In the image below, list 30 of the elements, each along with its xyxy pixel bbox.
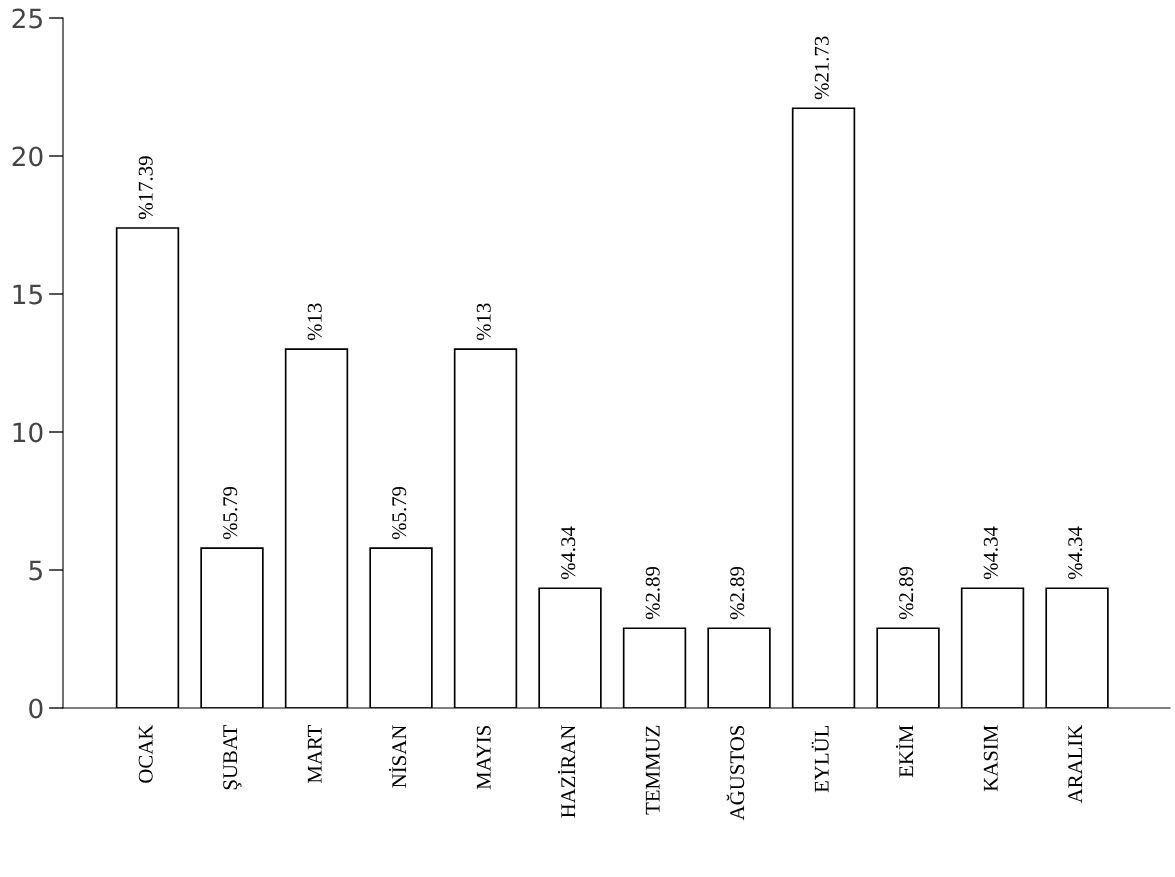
- x-tick-label: NİSAN: [388, 725, 407, 788]
- y-tick-label: 10: [13, 422, 43, 443]
- data-label: %17.39: [138, 156, 153, 219]
- x-tick-label: EYLÜL: [811, 725, 829, 793]
- data-label: %4.34: [561, 526, 576, 580]
- x-tick-label: OCAK: [138, 724, 153, 783]
- x-tick-label: HAZİRAN: [557, 725, 576, 818]
- data-label: %21.73: [814, 36, 829, 100]
- data-label: %4.34: [1068, 526, 1083, 580]
- data-label: %4.34: [983, 526, 998, 580]
- data-label: %13: [476, 303, 491, 341]
- y-tick-label: 20: [12, 146, 43, 167]
- x-tick-label: EKİM: [895, 725, 914, 778]
- x-tick-label: ŞUBAT: [223, 725, 242, 790]
- x-tick-label: AĞUSTOS: [726, 725, 745, 821]
- y-tick-label: 15: [13, 284, 42, 305]
- x-tick-label: ARALIK: [1068, 724, 1083, 804]
- x-tick-label: KASIM: [983, 725, 998, 792]
- x-tick-label: TEMMUZ: [645, 725, 660, 815]
- data-label: %2.89: [730, 566, 745, 620]
- data-label: %2.89: [899, 566, 914, 620]
- data-label: %13: [307, 303, 322, 341]
- data-label: %5.79: [392, 486, 407, 540]
- y-tick-label: 0: [29, 698, 43, 719]
- x-tick-label: MART: [307, 725, 322, 784]
- data-label: %5.79: [223, 486, 238, 540]
- data-label: %2.89: [645, 566, 660, 620]
- y-tick-label: 5: [29, 560, 42, 581]
- y-tick-label: 25: [12, 8, 42, 29]
- x-tick-label: MAYIS: [476, 725, 491, 790]
